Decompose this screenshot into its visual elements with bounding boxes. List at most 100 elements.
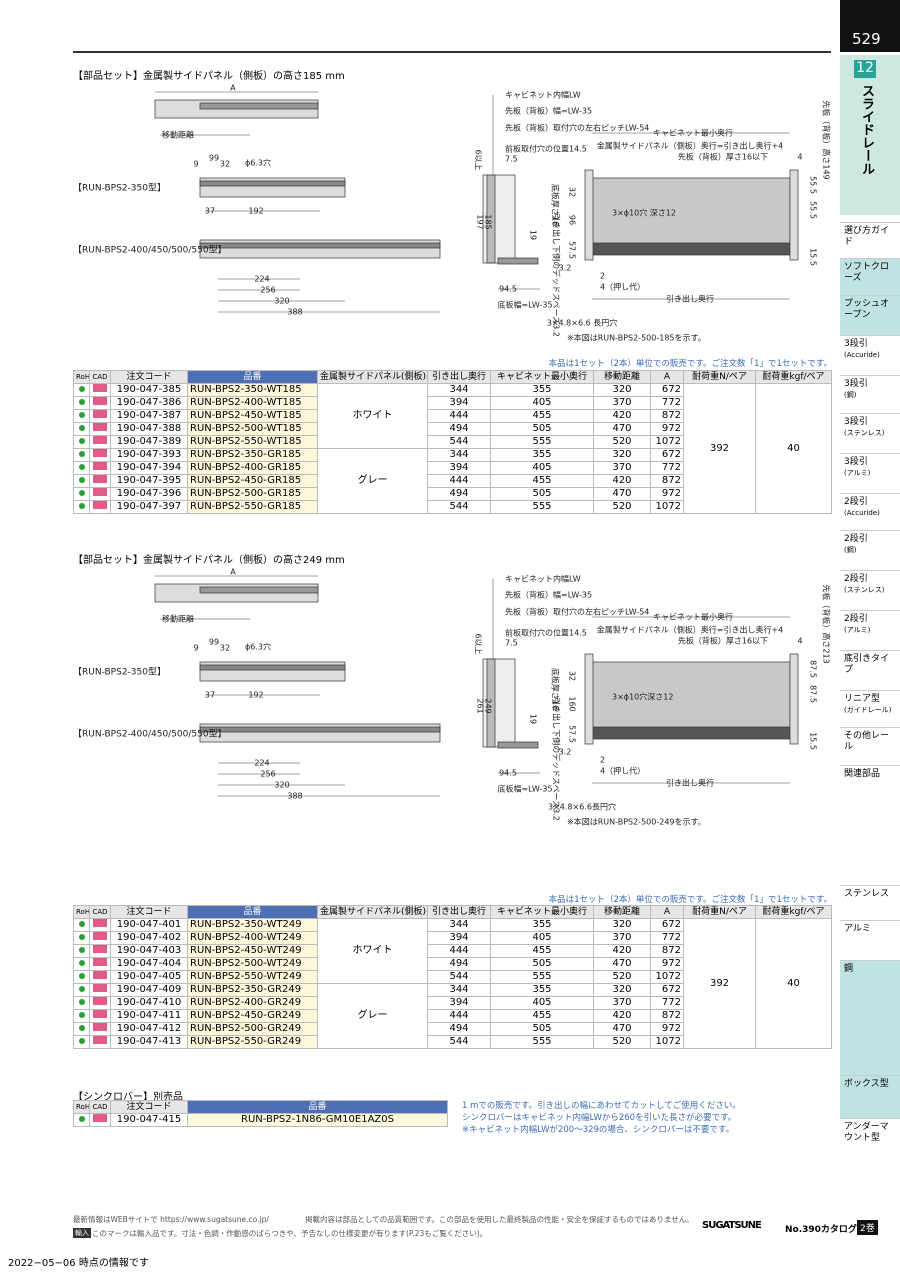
column-header: 耐荷重kgf/ペア: [755, 370, 832, 384]
rohs: [73, 422, 90, 436]
spec-value: 470: [593, 422, 651, 436]
drawing-label: 388: [287, 308, 302, 317]
drawing-shape: [199, 586, 319, 594]
column-header: 金属製サイドパネル(側板)の色: [317, 370, 428, 384]
spec-value: 420: [593, 474, 651, 488]
spec-value: 470: [593, 487, 651, 501]
spec-value: 1072: [650, 500, 684, 514]
table-row: 190-047-386 RUN-BPS2-400-WT185 394 405 370 77…: [73, 396, 832, 410]
rohs-dot: [78, 1038, 85, 1044]
header-row: RoHSCAD注文コード品番金属製サイドパネル(側板)の色引き出し奥行キャビネッ…: [73, 370, 832, 384]
column-header: RoHS: [73, 1100, 90, 1114]
table-row: 190-047-412 RUN-BPS2-500-GR249 494 505 470 97…: [73, 1022, 832, 1036]
drawing-label: 先板（背板）厚さ16以下: [678, 152, 768, 162]
rohs: [73, 487, 90, 501]
rohs: [73, 918, 90, 932]
cad: [89, 383, 111, 397]
rohs-dot: [78, 464, 85, 470]
spec-value: 420: [593, 944, 651, 958]
sidebar-item: ソフトクローズ: [840, 258, 900, 295]
column-header: 品番: [187, 370, 318, 384]
drawing-shape: [789, 653, 799, 745]
drawing-shape: [199, 726, 441, 733]
order-code: 190-047-415: [110, 1113, 188, 1127]
sidebar-item: リニア型 (ガイドレール): [840, 690, 900, 727]
cad: [89, 1035, 111, 1049]
table-row: 190-047-409 RUN-BPS2-350-GR249 グレー 344 355 32…: [73, 983, 832, 1049]
rohs-dot: [78, 425, 85, 431]
spec-value: 370: [593, 996, 651, 1010]
sidebar-label: 関連部品: [844, 769, 881, 779]
sidebar-label: リニア型: [844, 694, 881, 704]
drawing-label: 87.5: [809, 660, 818, 678]
sidebar-label: 選び方ガイド: [844, 226, 890, 247]
part-number: RUN-BPS2-550-WT249: [187, 970, 318, 984]
table-row: 190-047-387 RUN-BPS2-450-WT185 444 455 420 87…: [73, 409, 832, 423]
sidebar-label: アルミ: [844, 924, 871, 934]
column-header: A: [650, 370, 684, 384]
drawing-label: 6以上: [474, 633, 483, 654]
spec-value: 505: [490, 422, 594, 436]
drawing-label: 32: [568, 187, 577, 197]
rohs: [73, 983, 90, 997]
drawing-label: 先板（背板）高さ213: [822, 584, 832, 663]
spec-value: 444: [427, 409, 491, 423]
sidebar-item: ボックス型: [840, 1075, 900, 1118]
spec-value: 972: [650, 422, 684, 436]
drawing-label: 57.5: [568, 241, 577, 259]
spec-value: 344: [427, 383, 491, 397]
table-row: 190-047-413 RUN-BPS2-550-GR249 544 555 520 10…: [73, 1035, 832, 1049]
spec-value: 470: [593, 1022, 651, 1036]
spec-value: 872: [650, 944, 684, 958]
rohs: [73, 970, 90, 984]
drawing-label: 94.5: [499, 285, 517, 294]
drawing-label: 先板（背板）幅=LW-35: [505, 106, 592, 116]
drawing-label: A: [230, 84, 236, 93]
header-row: RoHSCAD注文コード品番: [73, 1100, 448, 1114]
drawing-label: 【RUN-BPS2-400/450/500/550型】: [73, 245, 227, 256]
cad: [89, 1009, 111, 1023]
sidebar-label: プッシュオープン: [844, 299, 890, 320]
sidebar-sub: (Accuride): [844, 351, 880, 359]
cad-icon: [93, 1114, 107, 1122]
rohs-dot: [78, 412, 85, 418]
sidebar-item: 3段引 (Accuride): [840, 335, 900, 375]
part-number: RUN-BPS2-450-GR185: [187, 474, 318, 488]
sidebar-sub: (ステンレス): [844, 586, 885, 594]
spec-value: 394: [427, 461, 491, 475]
drawing-label: 先板（背板）幅=LW-35: [505, 590, 592, 600]
rohs-dot: [78, 477, 85, 483]
order-code: 190-047-403: [110, 944, 188, 958]
spec-value: 872: [650, 474, 684, 488]
spec-value: 344: [427, 448, 491, 462]
drawing-shape: [199, 664, 346, 671]
spec-value: 555: [490, 1035, 594, 1049]
column-header: 注文コード: [110, 1100, 188, 1114]
spec-value: 772: [650, 931, 684, 945]
drawing-label: 320: [274, 297, 289, 306]
sidebar-label: 鋼: [844, 964, 854, 974]
column-header: 耐荷重N/ペア: [683, 905, 756, 919]
sidebar-label: 2段引: [844, 497, 868, 507]
sidebar-label: アンダーマウント型: [844, 1122, 889, 1143]
order-code: 190-047-405: [110, 970, 188, 984]
rohs: [73, 1022, 90, 1036]
spec-value: 320: [593, 983, 651, 997]
spec-value: 370: [593, 931, 651, 945]
drawing-label: 【RUN-BPS2-350型】: [73, 667, 166, 678]
drawing-shape: [591, 242, 796, 256]
column-header: キャビネット最小奥行: [490, 905, 594, 919]
import-mark: 輸入: [73, 1228, 91, 1238]
part-number: RUN-BPS2-450-WT185: [187, 409, 318, 423]
spec-value: 420: [593, 409, 651, 423]
drawing-label: 37: [205, 691, 215, 700]
order-code: 190-047-412: [110, 1022, 188, 1036]
drawing-label: 先板（背板）厚さ16以下: [678, 636, 768, 646]
spec-value: 455: [490, 474, 594, 488]
spec-value: 672: [650, 918, 684, 932]
spec-value: 444: [427, 1009, 491, 1023]
sale-note: 本品は1セット（2本）単位での販売です。ご注文数「1」で1セットです。: [548, 359, 832, 369]
rohs: [73, 996, 90, 1010]
drawing-label: A: [230, 568, 236, 577]
sidebar-item: 鋼: [840, 960, 900, 1075]
